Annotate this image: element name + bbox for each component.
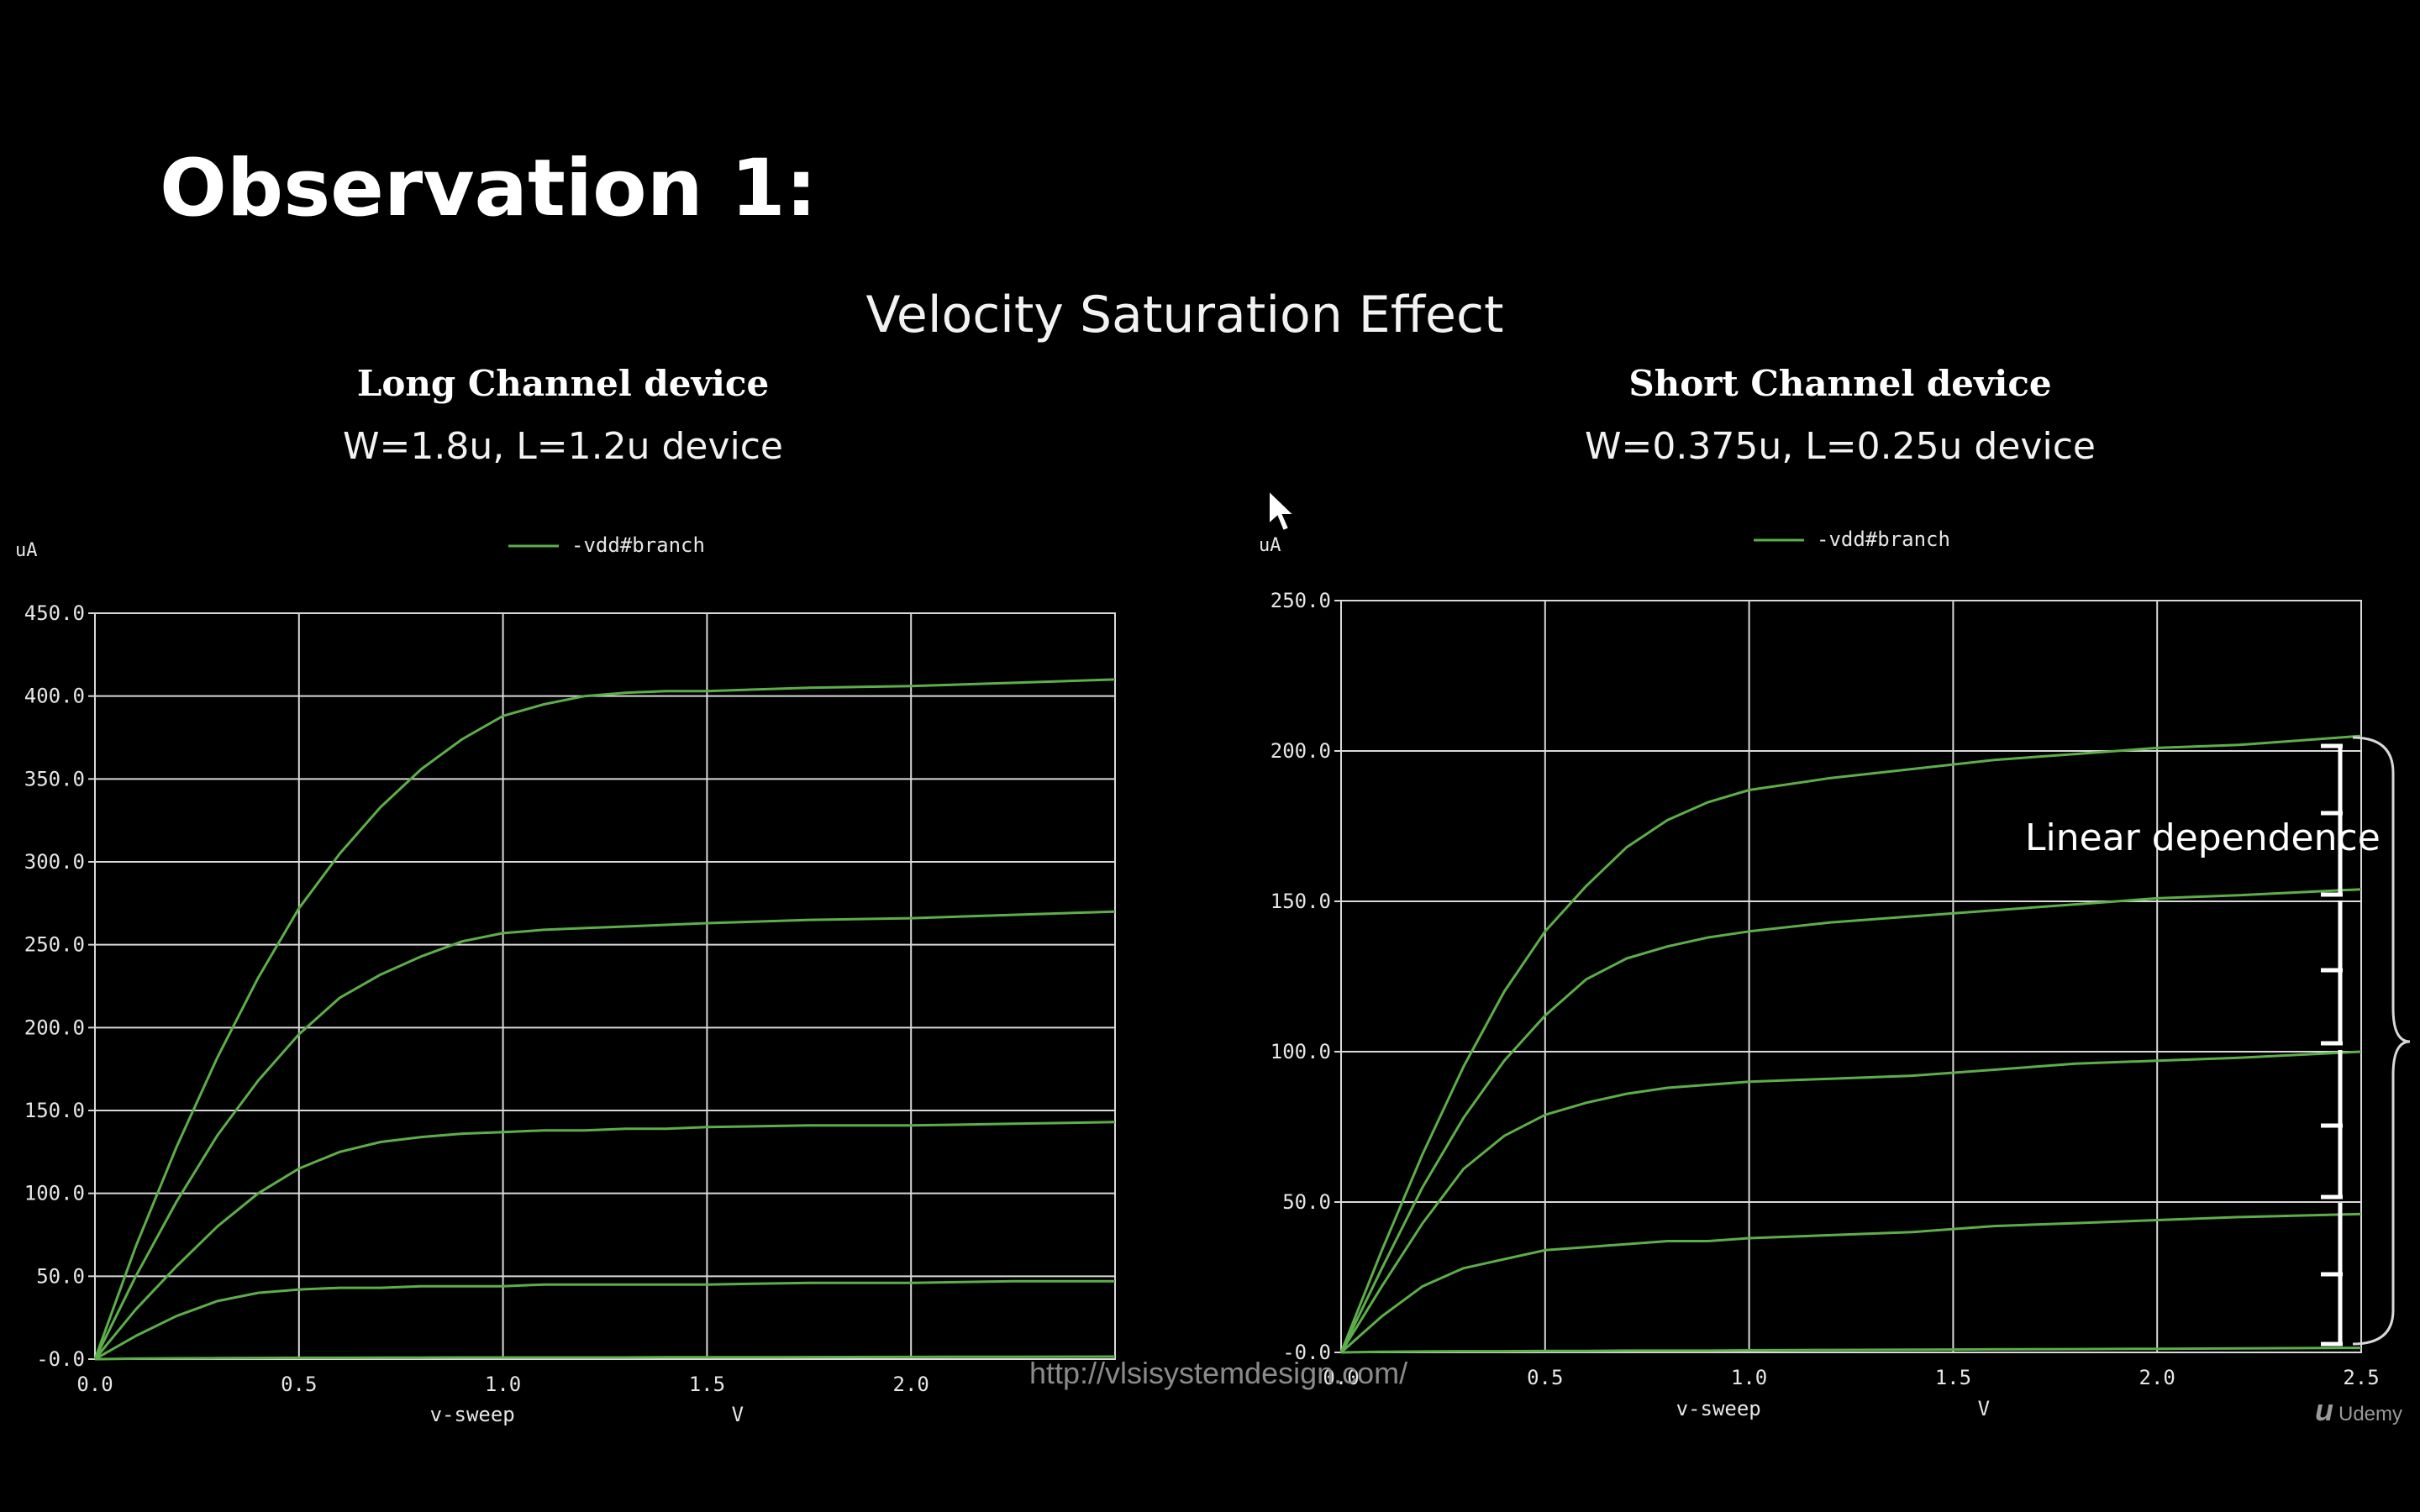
mouse-pointer-icon — [1268, 489, 1297, 533]
plot-frame — [1340, 600, 2362, 1353]
udemy-logo-text: Udemy — [2338, 1403, 2403, 1425]
x-tick-label: 0.0 — [1323, 1366, 1359, 1389]
series-line — [94, 1279, 1115, 1361]
series-line — [1339, 888, 2362, 1353]
long-channel-spec: W=1.8u, L=1.2u device — [343, 425, 783, 468]
x-tick-label: 1.5 — [1935, 1366, 1971, 1389]
series-line — [1340, 1212, 2362, 1354]
slide-subtitle: Velocity Saturation Effect — [865, 286, 1504, 344]
series-line — [1339, 1050, 2362, 1353]
x-tick-label: 0.5 — [281, 1373, 317, 1396]
y-tick-label: 150.0 — [24, 1099, 85, 1122]
legend-label: -vdd#branch — [571, 533, 705, 557]
series-line — [94, 1355, 1116, 1361]
y-tick-label: 300.0 — [24, 850, 85, 874]
series-line — [1339, 734, 2362, 1353]
series-line — [1340, 1347, 2362, 1354]
x-axis-label: v-sweep — [1676, 1397, 1761, 1420]
x-tick-label: 2.5 — [2343, 1366, 2379, 1389]
x-tick-label: 1.5 — [689, 1373, 725, 1396]
y-tick-label: 350.0 — [24, 767, 85, 790]
y-axis-label: uA — [15, 540, 38, 561]
plot-frame — [94, 612, 1116, 1360]
series-line — [93, 910, 1116, 1360]
series-line — [93, 1121, 1116, 1360]
y-tick-label: 100.0 — [24, 1182, 85, 1205]
short-channel-title: Short Channel device — [1628, 363, 2052, 404]
y-tick-label: 150.0 — [1270, 890, 1331, 913]
y-tick-label: 250.0 — [24, 933, 85, 957]
y-tick-label: 450.0 — [24, 601, 85, 625]
slide-heading: Observation 1: — [160, 143, 818, 234]
short-channel-spec: W=0.375u, L=0.25u device — [1585, 425, 2096, 468]
x-tick-label: 0.5 — [1527, 1366, 1563, 1389]
y-tick-label: 200.0 — [1270, 739, 1331, 763]
y-tick-label: 100.0 — [1270, 1040, 1331, 1063]
x-axis-label: v-sweep — [430, 1403, 515, 1426]
y-tick-label: -0.0 — [1282, 1341, 1331, 1364]
x-axis-unit: V — [732, 1403, 744, 1426]
y-tick-label: 50.0 — [1282, 1190, 1331, 1214]
x-tick-label: 1.0 — [485, 1373, 521, 1396]
x-axis-unit: V — [1978, 1397, 1990, 1420]
linear-dependence-annotation: Linear dependence — [2025, 816, 2381, 859]
series-line — [93, 678, 1116, 1360]
x-tick-label: 0.0 — [76, 1373, 113, 1396]
y-tick-label: 200.0 — [24, 1016, 85, 1039]
x-tick-label: 2.0 — [893, 1373, 929, 1396]
curly-brace — [2352, 736, 2411, 1346]
legend-label: -vdd#branch — [1817, 528, 1950, 551]
udemy-logo: u Udemy — [2315, 1393, 2402, 1428]
y-tick-label: 50.0 — [36, 1264, 85, 1288]
x-tick-label: 1.0 — [1731, 1366, 1767, 1389]
udemy-logo-mark: u — [2315, 1393, 2333, 1427]
x-tick-label: 2.0 — [2139, 1366, 2175, 1389]
y-tick-label: 250.0 — [1270, 589, 1331, 612]
y-tick-label: -0.0 — [36, 1347, 85, 1371]
y-axis-label: uA — [1259, 535, 1281, 556]
long-channel-title: Long Channel device — [356, 363, 770, 404]
y-tick-label: 400.0 — [24, 685, 85, 708]
website-url: http://vlsisystemdesign.com/ — [1029, 1356, 1408, 1390]
